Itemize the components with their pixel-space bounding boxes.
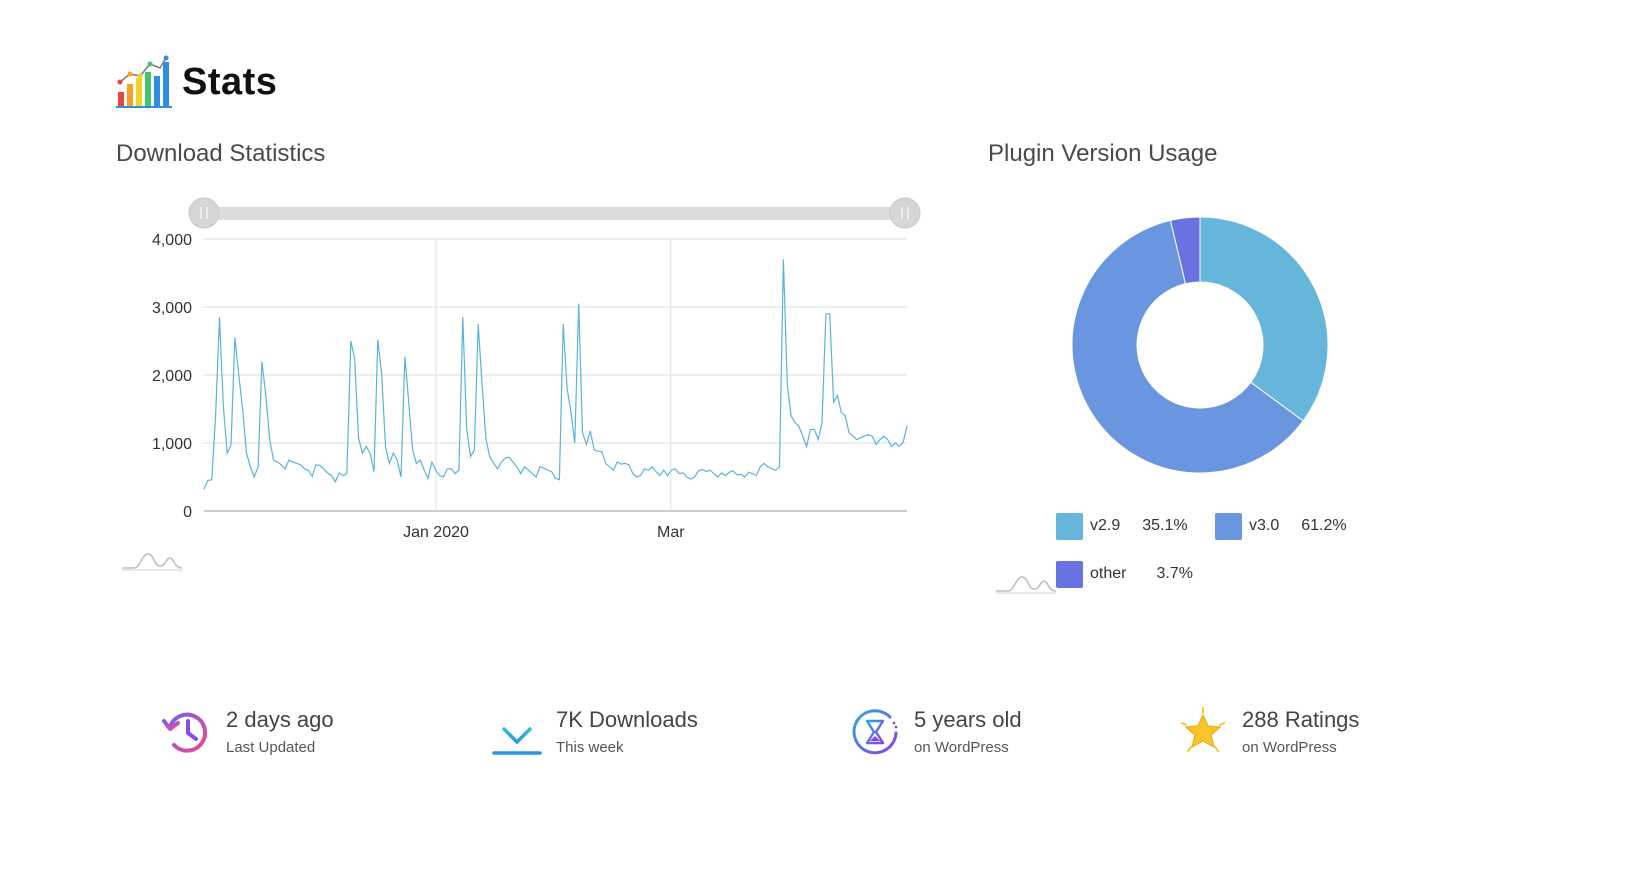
- download-line-chart: 0 1,000 2,000 3,000 4,000 Jan 2020 Mar: [152, 197, 921, 541]
- legend-label: other: [1090, 565, 1127, 582]
- stat-downloads: 7K Downloads This week: [492, 705, 698, 757]
- stat-value: 2 days ago: [226, 707, 334, 732]
- download-series-line: [203, 259, 908, 490]
- stat-ratings: 288 Ratings on WordPress: [1178, 705, 1359, 757]
- stat-age: 5 years old on WordPress: [850, 705, 1022, 757]
- y-tick-label: 2,000: [152, 368, 192, 385]
- legend-item-v30[interactable]: v3.0 61.2%: [1215, 512, 1347, 540]
- sparkline-watermark-icon: [996, 576, 1057, 594]
- stat-label: This week: [556, 739, 624, 756]
- y-tick-label: 0: [183, 504, 192, 521]
- range-slider-track[interactable]: [200, 207, 900, 220]
- plugin-version-donut-chart: [1071, 216, 1329, 474]
- plugin-version-usage-title: Plugin Version Usage: [988, 140, 1218, 167]
- legend-label: v2.9: [1090, 517, 1121, 534]
- y-tick-label: 4,000: [152, 232, 192, 249]
- stat-last-updated: 2 days ago Last Updated: [162, 705, 334, 757]
- download-icon: [492, 707, 542, 755]
- sparkline-watermark-icon: [122, 553, 183, 571]
- legend-percentage: 3.7%: [1156, 565, 1193, 582]
- bar-chart-icon: [116, 55, 172, 108]
- legend-swatch: [1056, 512, 1083, 540]
- range-slider-left-handle[interactable]: [188, 197, 220, 229]
- download-statistics-title: Download Statistics: [116, 140, 326, 167]
- donut-slice-v30[interactable]: [1071, 219, 1304, 474]
- y-tick-label: 1,000: [152, 436, 192, 453]
- stat-value: 7K Downloads: [556, 707, 698, 732]
- range-slider[interactable]: [188, 197, 921, 229]
- legend-percentage: 61.2%: [1301, 517, 1347, 534]
- hourglass-icon: [852, 709, 898, 755]
- legend-percentage: 35.1%: [1142, 517, 1188, 534]
- legend-swatch: [1056, 560, 1083, 588]
- donut-legend: v2.9 35.1% v3.0 61.2% other 3.7%: [1048, 510, 1388, 600]
- donut-slice-other[interactable]: [1169, 216, 1201, 285]
- x-tick-label: Jan 2020: [403, 524, 469, 541]
- y-tick-label: 3,000: [152, 300, 192, 317]
- legend-item-v29[interactable]: v2.9 35.1%: [1056, 512, 1188, 540]
- legend-swatch: [1215, 512, 1242, 540]
- page-title: Stats: [182, 60, 278, 103]
- range-slider-right-handle[interactable]: [889, 197, 921, 229]
- star-icon: [1181, 707, 1225, 752]
- stat-label: on WordPress: [1242, 739, 1337, 756]
- stat-label: on WordPress: [914, 739, 1009, 756]
- donut-slice-v29[interactable]: [1199, 216, 1329, 422]
- legend-item-other[interactable]: other 3.7%: [1056, 560, 1193, 588]
- stat-label: Last Updated: [226, 739, 316, 756]
- history-icon: [162, 712, 208, 753]
- legend-label: v3.0: [1249, 517, 1280, 534]
- stat-value: 288 Ratings: [1242, 707, 1360, 732]
- stat-value: 5 years old: [914, 707, 1022, 732]
- x-tick-label: Mar: [657, 524, 685, 541]
- stats-header: Stats: [116, 52, 277, 112]
